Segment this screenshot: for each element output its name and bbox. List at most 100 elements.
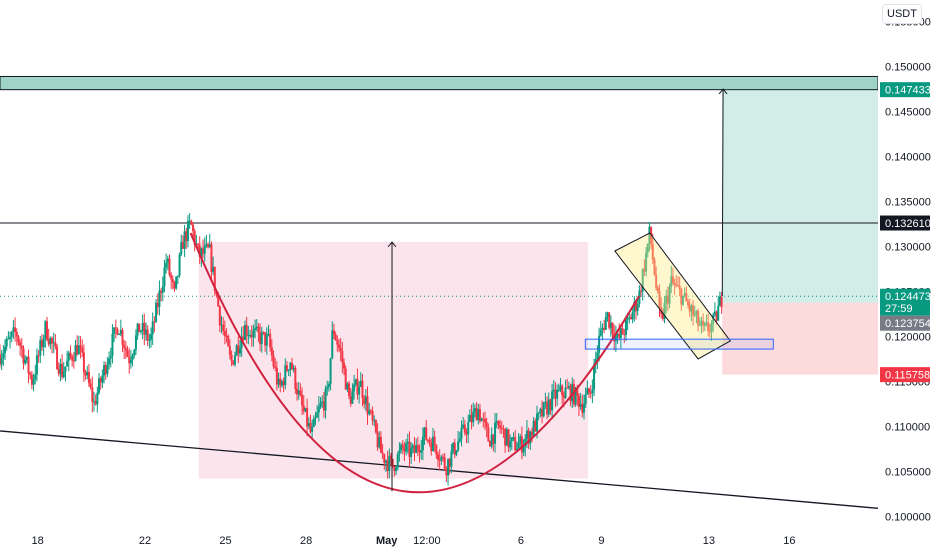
candle-body bbox=[218, 306, 221, 326]
candle-body bbox=[19, 342, 22, 346]
candle-body bbox=[237, 345, 240, 354]
candle-body bbox=[301, 395, 304, 406]
candle-body bbox=[626, 318, 629, 320]
candle-body bbox=[403, 448, 406, 452]
candle-body bbox=[611, 322, 614, 335]
candle-body bbox=[101, 375, 104, 383]
candle-body bbox=[20, 345, 23, 349]
candle-body bbox=[460, 427, 463, 439]
candle-body bbox=[32, 379, 35, 385]
candle-body bbox=[425, 427, 428, 440]
candle-body bbox=[718, 296, 721, 306]
candle-body bbox=[228, 346, 231, 355]
candle-body bbox=[7, 338, 10, 340]
candle-body bbox=[230, 354, 233, 361]
candle-body bbox=[408, 441, 411, 457]
candle-body bbox=[693, 314, 696, 316]
candle-body bbox=[428, 440, 431, 443]
candle-body bbox=[282, 381, 285, 386]
candle-body bbox=[495, 421, 498, 423]
candle-body bbox=[349, 396, 352, 404]
candle-body bbox=[517, 443, 520, 449]
candle-body bbox=[148, 339, 151, 341]
candle-body bbox=[671, 276, 674, 283]
candle-body bbox=[289, 362, 292, 370]
candle-body bbox=[470, 414, 473, 423]
candle-body bbox=[324, 388, 327, 411]
candle-body bbox=[405, 443, 408, 452]
candle-body bbox=[619, 328, 622, 338]
candle-body bbox=[354, 379, 357, 385]
candle-body bbox=[421, 436, 424, 451]
candle-body bbox=[134, 335, 137, 350]
candle-body bbox=[10, 331, 13, 337]
time-axis-bg bbox=[0, 520, 878, 550]
candle-body bbox=[15, 331, 18, 337]
candle-body bbox=[96, 392, 99, 405]
candle-body bbox=[306, 407, 309, 427]
candle-body bbox=[108, 358, 111, 365]
candle-body bbox=[584, 394, 587, 405]
candle-body bbox=[344, 368, 347, 390]
candle-body bbox=[150, 334, 153, 340]
candle-body bbox=[207, 244, 210, 248]
candle-body bbox=[519, 436, 522, 444]
candle-body bbox=[92, 401, 95, 403]
candle-body bbox=[223, 330, 226, 336]
x-tick-label: 12:00 bbox=[413, 535, 441, 547]
candle-body bbox=[336, 340, 339, 345]
candle-body bbox=[138, 323, 141, 333]
candle-body bbox=[265, 334, 268, 346]
candle-body bbox=[713, 311, 716, 315]
candle-body bbox=[183, 231, 186, 249]
candle-body bbox=[490, 434, 493, 447]
candle-body bbox=[527, 430, 530, 444]
candle-body bbox=[631, 312, 634, 320]
loss-zone bbox=[722, 302, 878, 375]
candle-body bbox=[685, 293, 688, 302]
candle-body bbox=[317, 406, 320, 413]
candle-body bbox=[489, 441, 492, 447]
candle-body bbox=[661, 313, 664, 319]
candle-body bbox=[499, 425, 502, 429]
candle-body bbox=[577, 395, 580, 407]
candle-body bbox=[710, 323, 713, 332]
candle-body bbox=[131, 355, 134, 360]
candle-body bbox=[356, 379, 359, 395]
candle-body bbox=[680, 289, 683, 305]
candle-body bbox=[103, 365, 106, 376]
x-tick-label: 6 bbox=[518, 535, 524, 547]
candle-body bbox=[462, 424, 465, 428]
candle-body bbox=[463, 424, 466, 433]
candle-body bbox=[123, 344, 126, 349]
candle-body bbox=[227, 336, 230, 347]
candle-body bbox=[413, 445, 416, 453]
candle-body bbox=[391, 458, 394, 467]
candle-body bbox=[314, 417, 317, 419]
y-tick-label: 0.110000 bbox=[885, 421, 930, 433]
candle-body bbox=[410, 448, 413, 457]
candle-body bbox=[702, 320, 705, 326]
candle-body bbox=[351, 391, 354, 404]
resistance-price-label: 0.132610 bbox=[885, 218, 931, 230]
candle-body bbox=[398, 450, 401, 455]
candle-body bbox=[222, 324, 225, 331]
candle-body bbox=[249, 334, 252, 336]
entry-price-label-bg bbox=[880, 315, 930, 331]
candle-body bbox=[532, 420, 535, 436]
candle-body bbox=[57, 369, 60, 374]
candle-body bbox=[697, 310, 700, 326]
candle-body bbox=[504, 428, 507, 446]
candle-body bbox=[715, 311, 718, 321]
candle-body bbox=[326, 386, 329, 389]
candle-body bbox=[435, 445, 438, 455]
candle-body bbox=[576, 387, 579, 396]
trendline bbox=[0, 430, 879, 509]
candle-body bbox=[34, 374, 37, 380]
candle-body bbox=[641, 269, 644, 292]
candle-body bbox=[294, 367, 297, 389]
candle-body bbox=[698, 325, 701, 327]
currency-selector[interactable]: USDT bbox=[882, 4, 922, 24]
